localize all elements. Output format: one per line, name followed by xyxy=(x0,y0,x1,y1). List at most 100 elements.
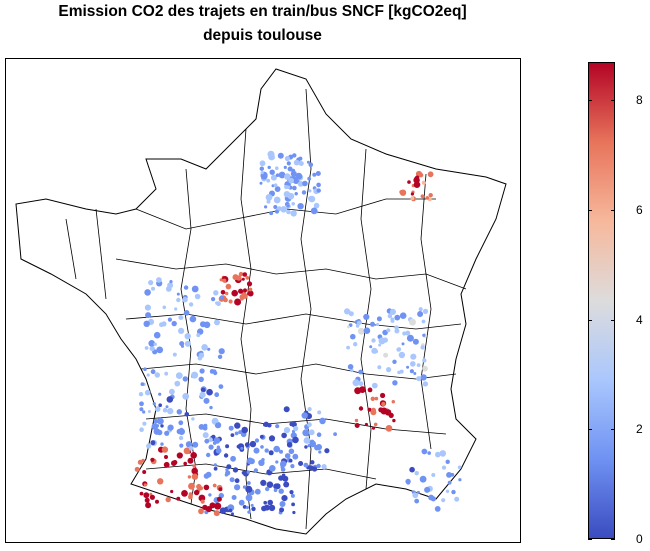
emission-point xyxy=(143,367,147,372)
emission-point xyxy=(176,452,183,459)
emission-point xyxy=(445,489,450,493)
emission-point xyxy=(288,177,294,184)
emission-point xyxy=(206,388,213,396)
emission-point xyxy=(245,485,253,493)
emission-point xyxy=(188,492,193,497)
emission-point xyxy=(410,192,414,196)
emission-point xyxy=(228,508,233,513)
emission-point xyxy=(223,453,229,458)
emission-point xyxy=(247,510,251,514)
emission-point xyxy=(139,407,144,412)
emission-point xyxy=(167,407,174,415)
emission-point xyxy=(188,482,195,490)
emission-point xyxy=(247,481,251,485)
emission-point xyxy=(192,464,197,468)
emission-point xyxy=(418,307,423,312)
emission-point xyxy=(241,471,246,475)
emission-point xyxy=(306,160,310,164)
emission-point xyxy=(420,194,425,199)
emission-point xyxy=(178,327,185,334)
emission-point xyxy=(314,444,320,451)
emission-point xyxy=(293,159,300,166)
emission-point xyxy=(371,426,376,430)
emission-point xyxy=(302,180,308,187)
emission-point xyxy=(292,436,299,444)
emission-point xyxy=(390,317,395,322)
emission-point xyxy=(213,370,218,376)
emission-point xyxy=(184,412,190,417)
emission-point xyxy=(278,171,286,179)
emission-point xyxy=(275,173,280,177)
emission-point xyxy=(232,467,239,473)
emission-point xyxy=(149,345,155,352)
emission-point xyxy=(283,406,290,413)
colorbar-tick-mark xyxy=(611,100,615,102)
emission-point xyxy=(208,437,213,443)
emission-point xyxy=(174,307,178,311)
emission-point xyxy=(139,491,144,496)
emission-point xyxy=(406,334,414,342)
emission-point xyxy=(178,435,184,441)
emission-point xyxy=(165,286,172,292)
emission-point xyxy=(160,442,164,446)
emission-point xyxy=(359,386,366,393)
emission-point xyxy=(187,457,194,464)
emission-point xyxy=(143,483,147,487)
emission-point xyxy=(304,445,308,449)
emission-point xyxy=(142,470,147,474)
emission-point xyxy=(292,510,296,515)
emission-point xyxy=(346,345,350,350)
emission-point xyxy=(352,379,360,387)
emission-point xyxy=(283,191,291,198)
colorbar-tick-label: 8 xyxy=(636,93,643,108)
emission-point xyxy=(220,290,226,295)
emission-point xyxy=(295,172,303,180)
emission-point xyxy=(268,504,276,512)
emission-point xyxy=(208,444,214,450)
emission-point xyxy=(308,189,312,193)
emission-point xyxy=(170,489,174,494)
emission-point xyxy=(138,392,144,397)
emission-point xyxy=(364,422,368,427)
emission-point xyxy=(234,431,239,436)
emission-point xyxy=(358,369,364,375)
emission-point xyxy=(145,502,152,509)
emission-point xyxy=(316,463,321,469)
emission-point xyxy=(175,372,183,379)
emission-point xyxy=(261,505,267,512)
emission-point xyxy=(219,278,223,282)
emission-point xyxy=(207,347,211,351)
emission-point xyxy=(290,210,297,217)
emission-point xyxy=(171,320,177,327)
emission-point xyxy=(241,277,245,281)
emission-point xyxy=(313,202,320,209)
colorbar-tick-label: 2 xyxy=(636,422,643,437)
emission-point xyxy=(260,479,267,486)
emission-point xyxy=(134,466,140,472)
emission-point xyxy=(374,349,379,354)
emission-point xyxy=(324,448,330,454)
emission-point xyxy=(225,444,230,449)
emission-point xyxy=(420,345,425,350)
colorbar-tick-mark xyxy=(611,539,615,540)
emission-point xyxy=(200,387,206,393)
emission-point xyxy=(179,443,184,448)
emission-point xyxy=(353,342,358,347)
emission-point xyxy=(167,424,174,431)
colorbar-tick-mark xyxy=(588,100,592,102)
emission-point xyxy=(214,392,220,398)
emission-point xyxy=(309,439,315,445)
emission-point xyxy=(420,374,427,381)
emission-point xyxy=(153,428,161,435)
emission-point xyxy=(385,425,393,432)
emission-point xyxy=(219,295,224,300)
emission-point xyxy=(293,425,299,432)
emission-point xyxy=(156,277,162,283)
emission-point xyxy=(211,297,216,302)
emission-point xyxy=(416,376,422,382)
france-map xyxy=(15,68,507,535)
emission-point xyxy=(263,500,268,505)
emission-point xyxy=(275,460,279,464)
emission-point xyxy=(297,181,304,187)
emission-point xyxy=(182,376,188,382)
